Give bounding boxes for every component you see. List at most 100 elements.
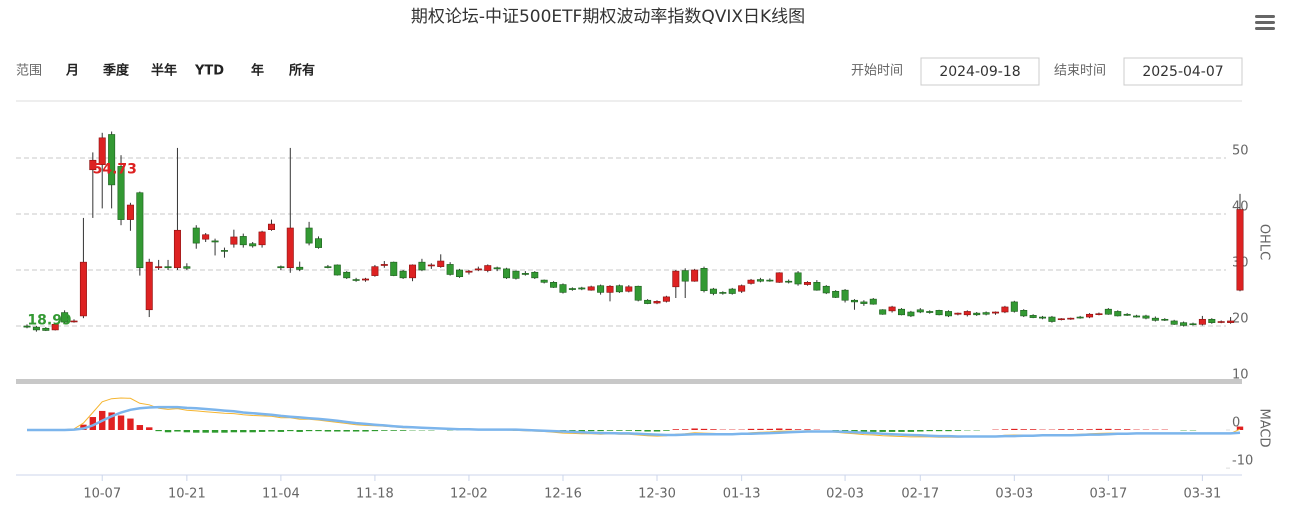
macd-bar [390,430,397,431]
macd-bar [287,430,294,432]
macd-line [27,397,1241,438]
range-button[interactable]: 年 [251,63,264,79]
candle-body [1039,316,1047,319]
candle-body [775,272,783,283]
candle-body [164,266,172,269]
candle-body [324,266,332,268]
macd-bar [691,428,698,430]
candle-body [1001,306,1009,313]
x-tick-label: 11-18 [356,487,394,502]
candle-body [446,264,454,275]
candle-body [794,272,802,285]
candle-body [314,238,322,248]
candle-body [747,279,755,284]
x-tick-label: 02-03 [826,487,864,502]
menu-bar [1255,15,1275,18]
x-tick-label: 02-17 [901,487,939,502]
macd-bar [1086,429,1093,430]
candle-body [1208,318,1216,323]
macd-bar [1095,428,1103,430]
macd-bar [202,430,209,433]
macd-bar [653,430,661,432]
candle-body [653,301,661,304]
candle-body [183,266,191,269]
macd-bar [1114,429,1121,430]
macd-bar [155,430,162,432]
candle-body [409,264,417,279]
candle-body [860,301,868,304]
candle-body [1180,322,1188,326]
candle-body [427,264,435,267]
candle-body [1029,315,1037,318]
x-tick-label: 12-02 [450,487,488,502]
candle-body [155,266,163,269]
macd-bar [230,430,238,433]
candle-body [982,312,990,315]
macd-bar [296,430,303,432]
candle-body [1236,209,1244,291]
y-tick-label: -10 [1232,454,1253,469]
macd-bar [1029,429,1037,430]
macd-bar [371,430,379,432]
x-tick-label: 03-17 [1089,487,1127,502]
menu-bar [1255,21,1275,24]
candle-body [98,137,106,166]
candle-body [766,279,774,282]
macd-bar [1123,429,1131,430]
candle-body [296,266,304,270]
candle-body [79,261,87,317]
macd-bar [324,430,332,432]
candle-body [587,286,595,291]
candle-body [267,223,275,230]
candle-body [286,227,294,269]
candle-body [691,269,699,282]
candle-body [1161,318,1169,321]
candle-body [897,308,905,316]
macd-bar [1105,428,1112,430]
range-button[interactable]: 月 [65,64,79,79]
range-button[interactable]: 所有 [289,63,315,79]
candle-body [850,299,858,303]
macd-bar [663,430,670,431]
candle-body [540,279,548,283]
macd-bar [211,430,219,433]
start-input[interactable] [920,57,1040,86]
macd-bar [917,430,924,432]
macd-bar [776,428,783,430]
range-button[interactable]: YTD [194,64,224,79]
candle-body [1133,315,1141,318]
candle-body [136,192,144,269]
candle-body [239,236,247,246]
range-button[interactable]: 季度 [102,63,130,79]
candle-body [108,134,116,186]
macd-bar [352,430,360,432]
macd-bar [606,430,614,431]
macd-bar [672,429,680,430]
menu-button[interactable] [1255,15,1275,30]
candle-body [277,266,285,269]
candle-body [1227,320,1235,323]
macd-bar [258,430,266,432]
macd-bar [757,428,764,430]
candle-body [841,289,849,301]
candle-body [173,229,181,269]
macd-bar [935,430,943,432]
candle-body [220,250,228,252]
candle-body [559,284,567,293]
candle-body [963,311,971,316]
candle-body [625,286,633,292]
end-date: 2025-04-07 [1142,64,1223,80]
candle-body [512,270,520,279]
candle-body [1010,301,1018,312]
macd-bar [343,430,350,432]
candle-body [399,270,407,279]
candle-body [1123,313,1131,316]
candle-body [888,306,896,312]
range-button[interactable]: 半年 [151,63,177,79]
y-tick-label: 10 [1232,368,1249,383]
end-input[interactable] [1123,57,1243,86]
macd-bar [766,428,774,430]
candle-body [352,279,360,281]
macd-bar [841,430,849,432]
